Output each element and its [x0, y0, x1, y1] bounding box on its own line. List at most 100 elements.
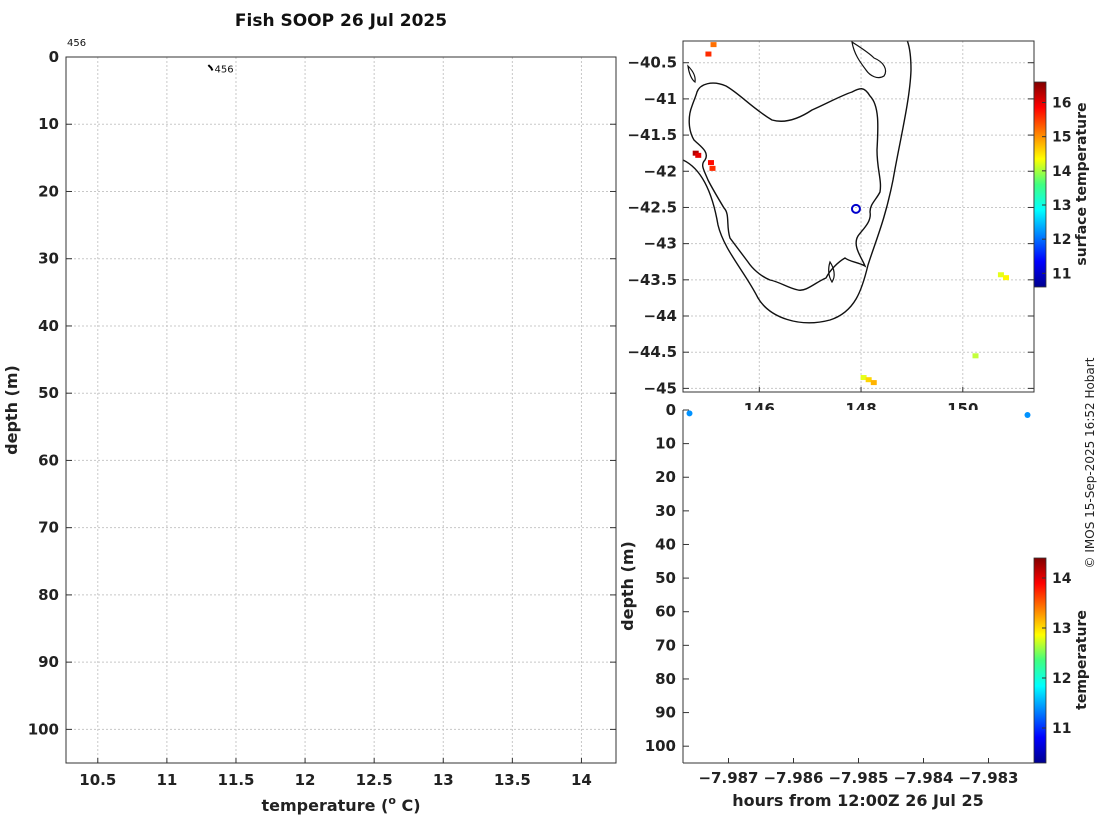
map-sst-cell: [1003, 275, 1010, 281]
profile-y-tick-label: 100: [28, 720, 59, 738]
shelf-contour: [683, 41, 912, 324]
profile-x-axis-label-text: temperature (: [261, 796, 388, 815]
imos-credit: © IMOS 15-Sep-2025 16:52 Hobart: [1083, 357, 1097, 568]
profile-axes-box: [65, 56, 617, 764]
section-x-tick-label: −7.984: [893, 769, 953, 787]
profile-grid: [66, 56, 616, 763]
map-sst-cell: [709, 165, 716, 171]
map-sst-cell: [695, 152, 702, 158]
section-data-point: [686, 410, 693, 417]
profile-x-tick-label: 14: [571, 771, 592, 789]
profile-y-tick-label: 40: [38, 317, 59, 335]
flinders-island: [851, 41, 887, 79]
map-sst-cell: [705, 51, 712, 57]
section-y-tick-label: 50: [655, 569, 676, 587]
profile-y-axis-label: depth (m): [2, 365, 21, 455]
king-island: [687, 64, 696, 84]
profile-y-tick-label: 10: [38, 115, 59, 133]
section-y-tick-label: 30: [655, 502, 676, 520]
map-lat-tick-label: −42: [644, 162, 677, 180]
map-colorbar-tick-label: 15: [1052, 130, 1071, 146]
profile-ticks: 10.5 11 11.5 12 12.5 13 13.5 14 0 10 20 30 40 50 60 70 8…: [28, 48, 616, 789]
section-colorbar-tick-label: 14: [1052, 571, 1072, 587]
map-colorbar-tick-label: 13: [1052, 198, 1071, 214]
profile-y-tick-label: 20: [38, 182, 59, 200]
section-data-point: [1024, 412, 1031, 419]
section-y-tick-label: 0: [666, 401, 676, 419]
section-y-tick-label: 80: [655, 670, 676, 688]
section-chart: −7.987 −7.986 −7.985 −7.984 −7.983 0 10 20 30 40 5…: [618, 401, 1090, 810]
map-colorbar-ticks: 11 12 13 14 15 16: [1042, 96, 1072, 282]
section-y-tick-label: 70: [655, 636, 676, 654]
map-lat-tick-label: −41.5: [627, 126, 677, 144]
section-y-tick-label: 10: [655, 435, 676, 453]
section-colorbar-ticks: 11 12 13 14: [1042, 571, 1072, 737]
profile-x-axis-label-sup: o: [388, 794, 396, 807]
profile-x-tick-label: 12: [295, 771, 316, 789]
map-lat-tick-label: −43.5: [627, 271, 677, 289]
map-data: [692, 42, 1010, 386]
map-colorbar-tick-label: 14: [1052, 164, 1072, 180]
map-lat-tick-label: −44.5: [627, 343, 677, 361]
map-lat-tick-label: −45: [644, 379, 677, 397]
profile-series-line: [207, 64, 214, 71]
section-ticks: −7.987 −7.986 −7.985 −7.984 −7.983 0 10 20 30 40 5…: [645, 401, 1019, 787]
map-background: [683, 41, 1034, 392]
map-colorbar: [1033, 81, 1047, 288]
section-x-tick-label: −7.983: [958, 769, 1018, 787]
bruny-island: [828, 260, 835, 284]
profile-x-tick-label: 13.5: [494, 771, 531, 789]
profile-chart: 10.5 11 11.5 12 12.5 13 13.5 14 0 10 20 30 40 50 60 70 8…: [2, 38, 617, 815]
map-colorbar-label: surface temperature: [1074, 102, 1090, 265]
map-lat-tick-label: −40.5: [627, 54, 677, 72]
map-lat-tick-label: −44: [644, 307, 677, 325]
section-y-axis-label: depth (m): [618, 541, 637, 631]
profile-y-tick-label: 30: [38, 250, 59, 268]
map-colorbar-tick-label: 12: [1052, 232, 1071, 248]
map-grid: [683, 41, 1034, 392]
map-coastlines: [683, 41, 912, 324]
section-y-tick-label: 100: [645, 737, 676, 755]
profile-x-tick-label: 10.5: [79, 771, 116, 789]
section-y-tick-label: 20: [655, 468, 676, 486]
map-sst-cell: [997, 272, 1004, 278]
map-ticks: 146 148 150−40.5−41−41.5−42−42.5−43−43.5−4…: [627, 54, 1034, 418]
map-sst-cell: [710, 42, 717, 48]
section-x-tick-label: −7.987: [698, 769, 758, 787]
map-sst-cell: [865, 377, 872, 383]
profile-x-tick-label: 11: [156, 771, 177, 789]
map-lat-tick-label: −41: [644, 90, 677, 108]
section-y-tick-label: 40: [655, 535, 676, 553]
profile-series-label: 456: [214, 64, 233, 75]
map-colorbar-tick-label: 11: [1052, 266, 1071, 282]
map-lat-tick-label: −42.5: [627, 198, 677, 216]
profile-y-tick-label: 0: [49, 48, 59, 66]
map-colorbar-tick-label: 16: [1052, 96, 1071, 112]
map-sst-cell: [870, 380, 877, 386]
profile-x-tick-label: 11.5: [217, 771, 254, 789]
profile-y-tick-label: 50: [38, 384, 59, 402]
profile-y-tick-label: 70: [38, 519, 59, 537]
profile-x-tick-label: 12.5: [356, 771, 393, 789]
section-y-tick-label: 90: [655, 704, 676, 722]
map-sst-cell: [972, 353, 979, 359]
tasmania-coast: [688, 82, 882, 291]
station-marker: [850, 203, 861, 214]
map-sst-cell: [707, 160, 714, 166]
map-lat-tick-label: −43: [644, 235, 677, 253]
profile-data: 456: [207, 64, 234, 75]
section-y-tick-label: 60: [655, 603, 676, 621]
figure-title: Fish SOOP 26 Jul 2025: [235, 11, 447, 31]
section-x-axis-label: hours from 12:00Z 26 Jul 25: [732, 791, 983, 810]
section-data: [686, 410, 1031, 419]
profile-top-annotation: 456: [67, 38, 86, 49]
profile-x-tick-label: 13: [433, 771, 454, 789]
profile-y-tick-label: 90: [38, 653, 59, 671]
section-colorbar-tick-label: 11: [1052, 721, 1071, 737]
section-colorbar-tick-label: 12: [1052, 671, 1071, 687]
section-colorbar-label: temperature: [1074, 610, 1090, 710]
profile-y-tick-label: 80: [38, 586, 59, 604]
section-background: [683, 410, 1034, 763]
profile-y-tick-label: 60: [38, 451, 59, 469]
